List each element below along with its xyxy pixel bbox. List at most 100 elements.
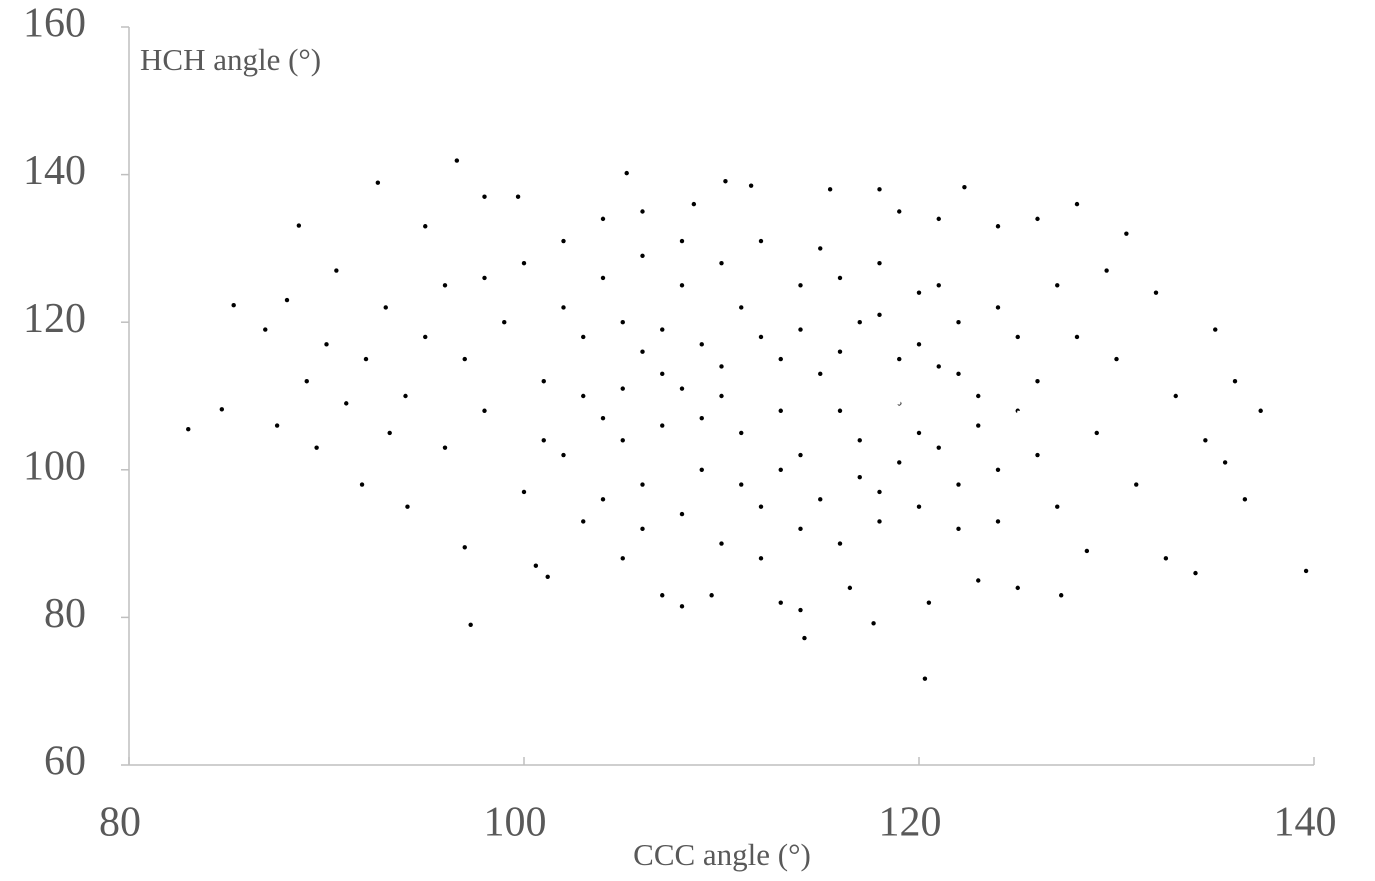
point bbox=[314, 445, 319, 450]
point bbox=[995, 467, 1001, 472]
point bbox=[541, 379, 546, 384]
point bbox=[1074, 201, 1080, 207]
point bbox=[423, 224, 428, 229]
point bbox=[1059, 593, 1064, 598]
point bbox=[581, 519, 586, 524]
point bbox=[679, 238, 685, 244]
point bbox=[561, 238, 566, 244]
point bbox=[620, 438, 625, 443]
point bbox=[405, 504, 410, 509]
point bbox=[640, 209, 645, 214]
point bbox=[877, 489, 882, 495]
point bbox=[837, 349, 843, 354]
point bbox=[758, 556, 764, 561]
y-axis-title: HCH angle (°) bbox=[140, 42, 321, 77]
point bbox=[798, 452, 803, 458]
x-tick-label: 80 bbox=[99, 800, 141, 846]
point bbox=[219, 407, 225, 412]
point bbox=[719, 260, 724, 266]
point bbox=[699, 415, 704, 421]
point bbox=[423, 334, 428, 340]
y-tick-label: 100 bbox=[23, 443, 86, 489]
point bbox=[383, 305, 388, 310]
point bbox=[1035, 379, 1040, 384]
point bbox=[922, 676, 928, 681]
point bbox=[462, 545, 467, 550]
point bbox=[344, 401, 349, 406]
point bbox=[1222, 460, 1228, 465]
point bbox=[1232, 379, 1238, 384]
point bbox=[561, 452, 566, 458]
point bbox=[1055, 283, 1060, 288]
point bbox=[818, 497, 823, 502]
point bbox=[956, 526, 961, 532]
point bbox=[1015, 585, 1020, 591]
point bbox=[936, 364, 941, 369]
point bbox=[778, 356, 783, 362]
point bbox=[521, 260, 527, 266]
point bbox=[231, 303, 236, 308]
point bbox=[363, 356, 369, 362]
point bbox=[778, 467, 783, 472]
point bbox=[274, 423, 280, 428]
x-tick-label: 120 bbox=[879, 800, 942, 846]
point bbox=[640, 349, 645, 354]
point bbox=[962, 184, 967, 190]
point bbox=[871, 621, 876, 626]
point bbox=[699, 467, 704, 472]
point bbox=[454, 158, 460, 163]
point bbox=[758, 334, 764, 340]
point bbox=[936, 445, 941, 450]
point bbox=[916, 504, 922, 509]
point bbox=[818, 246, 823, 251]
point bbox=[1124, 231, 1129, 236]
point bbox=[624, 170, 629, 176]
point bbox=[897, 356, 902, 362]
point bbox=[186, 427, 191, 432]
point bbox=[403, 393, 408, 399]
point bbox=[600, 216, 606, 222]
point bbox=[827, 187, 833, 192]
point bbox=[1213, 327, 1218, 332]
point bbox=[304, 379, 309, 384]
point bbox=[324, 342, 329, 347]
point bbox=[723, 179, 728, 184]
point bbox=[916, 342, 922, 347]
point bbox=[719, 541, 724, 546]
point bbox=[748, 183, 754, 188]
point bbox=[699, 342, 704, 347]
point bbox=[600, 497, 606, 502]
point bbox=[263, 327, 268, 332]
point bbox=[375, 180, 381, 185]
point bbox=[442, 283, 448, 288]
point bbox=[926, 600, 932, 605]
point bbox=[620, 556, 625, 561]
point bbox=[877, 519, 882, 524]
point bbox=[897, 209, 902, 214]
point bbox=[442, 445, 448, 450]
point bbox=[468, 622, 473, 627]
point bbox=[719, 364, 724, 369]
point bbox=[640, 253, 645, 258]
point bbox=[837, 408, 843, 413]
point bbox=[758, 238, 764, 244]
y-tick-label: 160 bbox=[23, 1, 86, 47]
point bbox=[660, 371, 665, 377]
point bbox=[739, 482, 744, 487]
point bbox=[976, 393, 981, 399]
point bbox=[1114, 356, 1119, 362]
point bbox=[691, 201, 697, 207]
point bbox=[1015, 334, 1020, 340]
point bbox=[1153, 290, 1159, 295]
point bbox=[936, 216, 941, 222]
point bbox=[462, 356, 467, 362]
point bbox=[1104, 268, 1109, 273]
point bbox=[660, 327, 665, 332]
point bbox=[877, 187, 882, 192]
y-tick-label: 60 bbox=[44, 739, 86, 785]
point bbox=[798, 607, 803, 613]
point bbox=[620, 386, 625, 391]
point bbox=[837, 541, 843, 546]
